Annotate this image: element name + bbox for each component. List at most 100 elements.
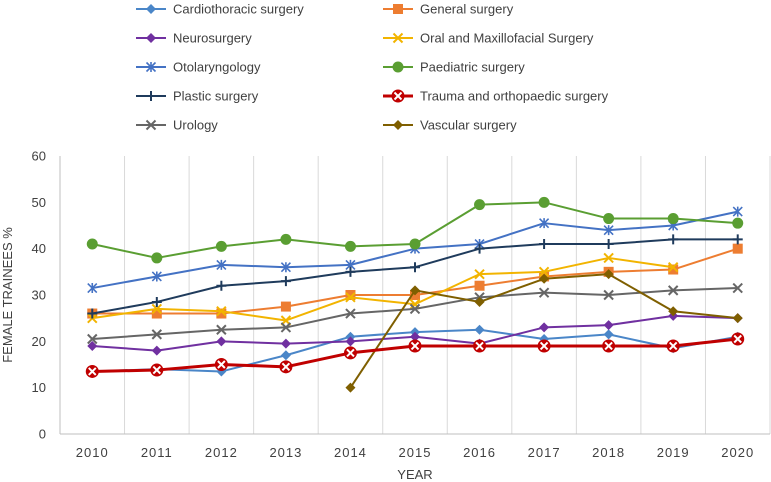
data-point [216, 308, 227, 319]
data-point [216, 324, 227, 335]
data-point [344, 240, 356, 252]
data-point [474, 268, 485, 280]
data-point [87, 340, 98, 351]
data-point [602, 339, 616, 353]
data-point [539, 273, 550, 284]
data-point [151, 329, 163, 340]
data-point [603, 225, 614, 236]
data-point [87, 333, 98, 345]
data-point [216, 259, 227, 270]
data-point [87, 308, 98, 319]
data-point [603, 252, 614, 264]
data-point [345, 382, 356, 393]
legend-label: Neurosurgery [173, 31, 252, 46]
legend-item-plastic-surgery: Plastic surgery [136, 89, 259, 104]
data-point [151, 271, 162, 282]
data-point [216, 306, 227, 317]
data-point [538, 287, 550, 298]
legend-label: Otolaryngology [173, 60, 261, 75]
y-tick-label: 30 [32, 288, 46, 303]
legend-item-oral-and-maxillofacial-surgery: Oral and Maxillofacial Surgery [383, 31, 594, 46]
legend-label: Plastic surgery [173, 89, 259, 104]
legend-item-otolaryngology: Otolaryngology [136, 60, 261, 75]
data-point [732, 217, 744, 229]
data-point [409, 238, 421, 250]
data-point [668, 264, 679, 275]
x-tick-label: 2010 [76, 445, 109, 460]
data-point [343, 346, 357, 360]
data-point [732, 206, 743, 217]
data-point [410, 285, 420, 296]
y-tick-label: 50 [32, 195, 46, 210]
legend-item-neurosurgery: Neurosurgery [136, 31, 252, 46]
data-point [280, 322, 292, 333]
series-vascular-surgery [345, 269, 743, 393]
data-point [410, 331, 420, 342]
data-point [603, 320, 614, 331]
data-point [539, 218, 550, 229]
x-tick-label: 2016 [463, 445, 496, 460]
x-tick-label: 2018 [592, 445, 625, 460]
data-point [732, 234, 743, 245]
data-point [539, 239, 550, 250]
legend-marker [146, 33, 156, 43]
data-point [280, 262, 291, 273]
data-point [280, 233, 292, 245]
data-point [214, 358, 228, 371]
data-point [474, 296, 485, 307]
legend-item-paediatric-surgery: Paediatric surgery [383, 60, 525, 75]
y-tick-label: 0 [39, 427, 46, 442]
data-point [216, 280, 227, 291]
series-otolaryngology [87, 206, 743, 294]
y-tick-label: 20 [32, 334, 46, 349]
data-point [539, 322, 550, 333]
data-point [603, 213, 615, 225]
data-point [280, 338, 291, 349]
x-tick-label: 2015 [399, 445, 432, 460]
data-point [603, 239, 614, 250]
legend-label: Cardiothoracic surgery [173, 2, 304, 17]
legend-marker [145, 119, 157, 131]
legend-marker [393, 120, 403, 130]
series-plastic-surgery [87, 234, 743, 319]
legend-marker [145, 61, 157, 73]
series-line-oral-and-maxillofacial-surgery [92, 256, 674, 322]
y-axis-title: FEMALE TRAINEES % [0, 227, 15, 363]
data-point [732, 282, 743, 294]
data-point [345, 336, 356, 347]
legend-label: Paediatric surgery [420, 60, 525, 75]
data-point [474, 243, 485, 254]
legend-label: Trauma and orthopaedic surgery [420, 89, 609, 104]
data-point [474, 324, 485, 335]
data-point [410, 262, 420, 273]
data-point [280, 301, 291, 312]
legend-item-cardiothoracic-surgery: Cardiothoracic surgery [136, 2, 304, 17]
y-tick-label: 60 [32, 149, 46, 164]
tick-labels: 0 10 20 30 40 50 60 2010 2011 2012 2013 2014 2015 201… [32, 149, 754, 461]
data-point [85, 364, 99, 378]
axes [59, 156, 770, 435]
data-point [345, 292, 356, 303]
x-tick-label: 2014 [334, 445, 367, 460]
legend-marker [392, 32, 404, 44]
legend-label: Oral and Maxillofacial Surgery [420, 31, 594, 46]
legend-marker [146, 91, 156, 101]
data-point [731, 332, 745, 346]
series-urology [87, 282, 743, 345]
data-point [151, 308, 162, 319]
legend-marker [392, 61, 404, 73]
legend-label: General surgery [420, 2, 514, 17]
legend: Cardiothoracic surgery General surgery Neu… [136, 2, 609, 133]
data-point [280, 350, 291, 361]
x-tick-label: 2012 [205, 445, 238, 460]
x-tick-label: 2013 [269, 445, 302, 460]
series-trauma-and-orthopaedic-surgery [85, 332, 745, 378]
data-point [603, 329, 614, 340]
data-point [537, 339, 551, 353]
data-point [151, 345, 162, 356]
data-point [538, 266, 550, 278]
data-point [345, 266, 356, 277]
data-point [408, 339, 422, 353]
data-point [668, 234, 679, 245]
